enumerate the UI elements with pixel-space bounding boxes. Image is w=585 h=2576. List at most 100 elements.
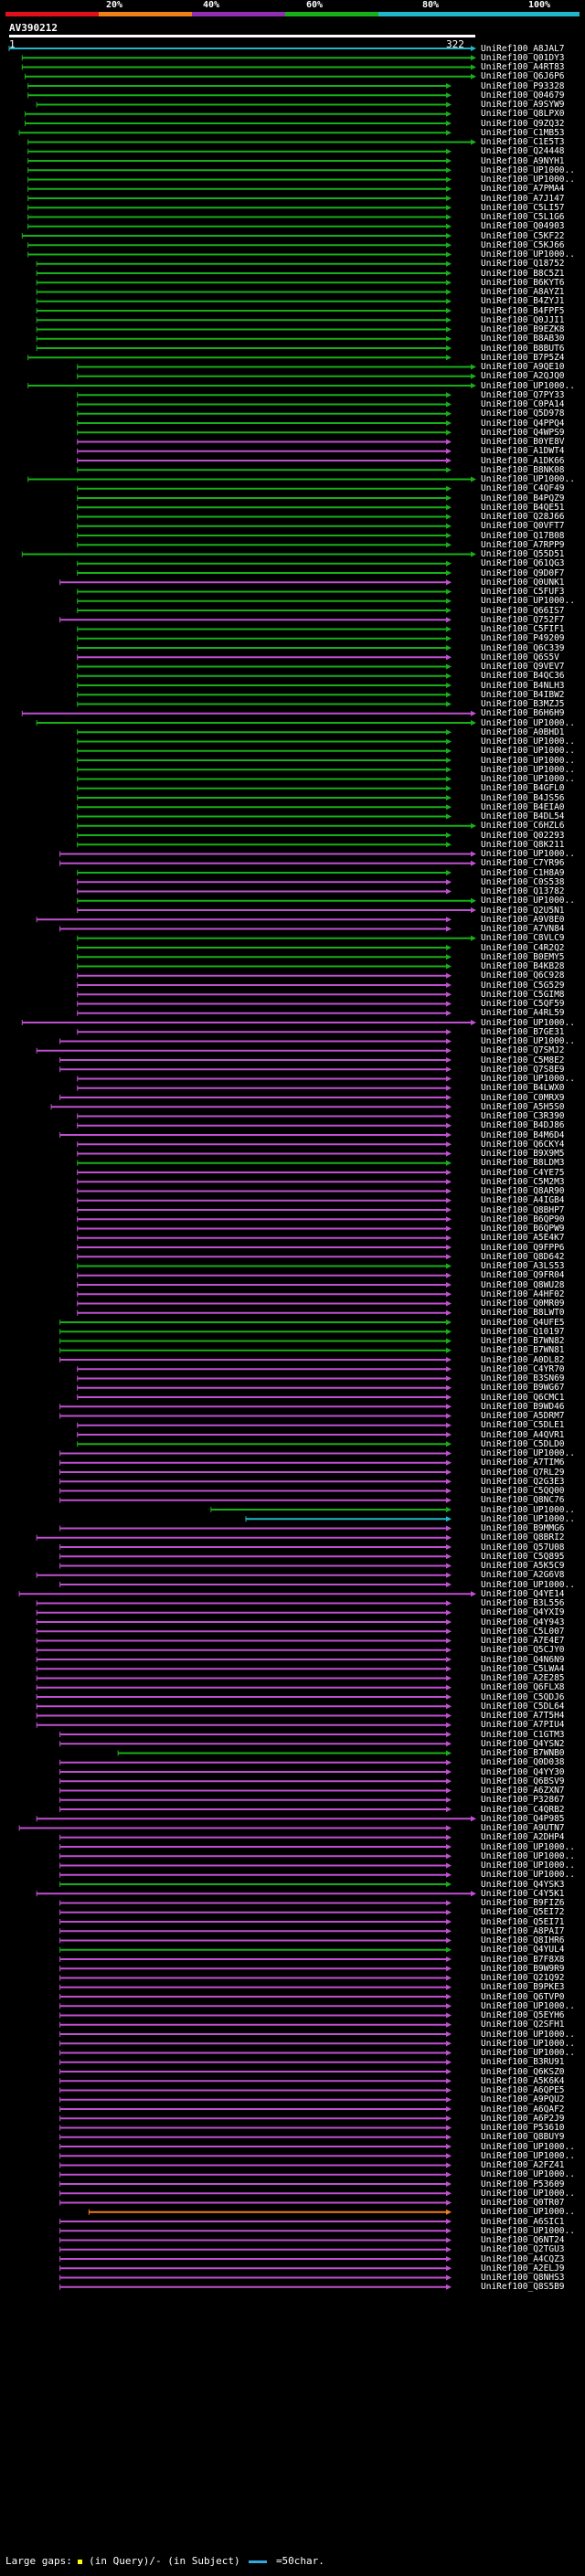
hit-link[interactable]: UniRef100_C1MB53 — [481, 127, 565, 138]
hit-link[interactable]: UniRef100_B4IBW2 — [481, 689, 565, 700]
hit-link[interactable]: UniRef100_Q5EYH6 — [481, 2010, 565, 2020]
hit-link[interactable]: UniRef100_Q6TVP0 — [481, 1991, 565, 2002]
hit-link[interactable]: UniRef100_Q9FR04 — [481, 1270, 565, 1281]
hit-link[interactable]: UniRef100_Q8IHR6 — [481, 1935, 565, 1945]
hit-link[interactable]: UniRef100_UP1000.. — [481, 1850, 575, 1861]
hit-link[interactable]: UniRef100_Q6FLX8 — [481, 1682, 565, 1693]
hit-link[interactable]: UniRef100_A2G6V8 — [481, 1570, 565, 1581]
hit-link[interactable]: UniRef100_B4NLH3 — [481, 680, 565, 691]
hit-link[interactable]: UniRef100_Q2G3E3 — [481, 1476, 565, 1487]
hit-link[interactable]: UniRef100_Q2U5N1 — [481, 905, 565, 916]
hit-link[interactable]: UniRef100_UP1000.. — [481, 764, 575, 775]
hit-link[interactable]: UniRef100_B8BUT6 — [481, 343, 565, 354]
hit-link[interactable]: UniRef100_Q2SFH1 — [481, 2019, 565, 2030]
hit-link[interactable]: UniRef100_Q0TR07 — [481, 2198, 565, 2208]
hit-link[interactable]: UniRef100_UP1000.. — [481, 1579, 575, 1590]
hit-link[interactable]: UniRef100_Q55D51 — [481, 549, 565, 559]
hit-link[interactable]: UniRef100_B8LDM3 — [481, 1158, 565, 1169]
hit-link[interactable]: UniRef100_A1DWT4 — [481, 446, 565, 457]
hit-link[interactable]: UniRef100_C1H8A9 — [481, 867, 565, 878]
hit-link[interactable]: UniRef100_A5H5S0 — [481, 1101, 565, 1112]
hit-link[interactable]: UniRef100_A0BHD1 — [481, 726, 565, 737]
hit-link[interactable]: UniRef100_Q9ZQ32 — [481, 118, 565, 129]
hit-link[interactable]: UniRef100_Q8S5B9 — [481, 2282, 565, 2293]
hit-link[interactable]: UniRef100_C7YR96 — [481, 858, 565, 869]
hit-link[interactable]: UniRef100_Q0UNK1 — [481, 577, 565, 588]
hit-link[interactable]: UniRef100_A4RT83 — [481, 62, 565, 72]
hit-link[interactable]: UniRef100_P93328 — [481, 80, 565, 91]
hit-link[interactable]: UniRef100_Q2TGU3 — [481, 2244, 565, 2255]
hit-link[interactable]: UniRef100_C5QF59 — [481, 999, 565, 1009]
hit-link[interactable]: UniRef100_Q6C928 — [481, 970, 565, 981]
hit-link[interactable]: UniRef100_UP1000.. — [481, 774, 575, 784]
hit-link[interactable]: UniRef100_UP1000.. — [481, 474, 575, 484]
hit-link[interactable]: UniRef100_C5DLD0 — [481, 1438, 565, 1449]
hit-link[interactable]: UniRef100_Q6CKY4 — [481, 1139, 565, 1150]
hit-link[interactable]: UniRef100_B0YE8V — [481, 437, 565, 447]
hit-link[interactable]: UniRef100_UP1000.. — [481, 1017, 575, 1028]
hit-link[interactable]: UniRef100_UP1000.. — [481, 1841, 575, 1852]
hit-link[interactable]: UniRef100_B7P5Z4 — [481, 352, 565, 363]
hit-link[interactable]: UniRef100_B4KB28 — [481, 961, 565, 971]
hit-link[interactable]: UniRef100_Q8K211 — [481, 839, 565, 850]
hit-link[interactable]: UniRef100_P49209 — [481, 633, 565, 644]
hit-link[interactable]: UniRef100_UP1000.. — [481, 1860, 575, 1871]
hit-link[interactable]: UniRef100_C5M8E2 — [481, 1055, 565, 1065]
hit-link[interactable]: UniRef100_A0DL82 — [481, 1354, 565, 1365]
hit-link[interactable]: UniRef100_B8AB30 — [481, 334, 565, 345]
hit-link[interactable]: UniRef100_Q4PPQ4 — [481, 418, 565, 429]
hit-link[interactable]: UniRef100_C4R2Q2 — [481, 942, 565, 953]
hit-link[interactable]: UniRef100_Q10197 — [481, 1326, 565, 1337]
hit-link[interactable]: UniRef100_UP1000.. — [481, 249, 575, 260]
hit-link[interactable]: UniRef100_B4LWX0 — [481, 1083, 565, 1094]
hit-link[interactable]: UniRef100_P53609 — [481, 2178, 565, 2189]
hit-link[interactable]: UniRef100_A7PIU4 — [481, 1720, 565, 1731]
hit-link[interactable]: UniRef100_B3L556 — [481, 1598, 565, 1608]
hit-link[interactable]: UniRef100_C0PA14 — [481, 399, 565, 409]
hit-link[interactable]: UniRef100_Q9FPP6 — [481, 1242, 565, 1253]
hit-link[interactable]: UniRef100_Q6NT24 — [481, 2235, 565, 2245]
hit-link[interactable]: UniRef100_A3LS53 — [481, 1261, 565, 1271]
hit-link[interactable]: UniRef100_C4YE75 — [481, 1167, 565, 1178]
hit-link[interactable]: UniRef100_A9QE10 — [481, 362, 565, 372]
hit-link[interactable]: UniRef100_Q9VEV7 — [481, 662, 565, 672]
hit-link[interactable]: UniRef100_A9UTN7 — [481, 1823, 565, 1833]
hit-link[interactable]: UniRef100_A4RL59 — [481, 1008, 565, 1019]
hit-link[interactable]: UniRef100_P53610 — [481, 2123, 565, 2133]
hit-link[interactable]: UniRef100_B9FIZ6 — [481, 1898, 565, 1908]
hit-link[interactable]: UniRef100_Q24448 — [481, 146, 565, 157]
hit-link[interactable]: UniRef100_C0S538 — [481, 876, 565, 887]
hit-link[interactable]: UniRef100_Q8D642 — [481, 1251, 565, 1262]
hit-link[interactable]: UniRef100_B6QP90 — [481, 1214, 565, 1224]
hit-link[interactable]: UniRef100_A7PMA4 — [481, 184, 565, 195]
hit-link[interactable]: UniRef100_Q6C339 — [481, 642, 565, 653]
hit-link[interactable]: UniRef100_A2DHP4 — [481, 1832, 565, 1843]
hit-link[interactable]: UniRef100_A1DK66 — [481, 455, 565, 466]
hit-link[interactable]: UniRef100_B4QC36 — [481, 671, 565, 682]
hit-link[interactable]: UniRef100_UP1000.. — [481, 175, 575, 185]
hit-link[interactable]: UniRef100_Q7SMJ2 — [481, 1045, 565, 1056]
hit-link[interactable]: UniRef100_A4QVR1 — [481, 1429, 565, 1440]
hit-link[interactable]: UniRef100_B8LWT0 — [481, 1308, 565, 1319]
hit-link[interactable]: UniRef100_UP1000.. — [481, 2188, 575, 2199]
hit-link[interactable]: UniRef100_Q4N6N9 — [481, 1654, 565, 1665]
hit-link[interactable]: UniRef100_C8VLC9 — [481, 933, 565, 944]
hit-link[interactable]: UniRef100_B4ZYJ1 — [481, 296, 565, 307]
hit-link[interactable]: UniRef100_Q4WPS9 — [481, 427, 565, 438]
hit-link[interactable]: UniRef100_Q4YXI9 — [481, 1607, 565, 1618]
hit-link[interactable]: UniRef100_B9EZK8 — [481, 324, 565, 334]
hit-link[interactable]: UniRef100_Q8NC76 — [481, 1495, 565, 1506]
hit-link[interactable]: UniRef100_A7J147 — [481, 193, 565, 204]
hit-link[interactable]: UniRef100_Q752F7 — [481, 614, 565, 625]
hit-link[interactable]: UniRef100_UP1000.. — [481, 2141, 575, 2152]
hit-link[interactable]: UniRef100_Q8BHP7 — [481, 1204, 565, 1215]
hit-link[interactable]: UniRef100_C5KJ66 — [481, 239, 565, 250]
hit-link[interactable]: UniRef100_Q5EI71 — [481, 1916, 565, 1927]
hit-link[interactable]: UniRef100_Q5CJY0 — [481, 1645, 565, 1656]
hit-link[interactable]: UniRef100_A7RPP9 — [481, 539, 565, 550]
hit-link[interactable]: UniRef100_Q7PY33 — [481, 389, 565, 400]
hit-link[interactable]: UniRef100_C5LWA4 — [481, 1663, 565, 1674]
hit-link[interactable]: UniRef100_C5QQ00 — [481, 1486, 565, 1496]
hit-link[interactable]: UniRef100_UP1000.. — [481, 2048, 575, 2058]
hit-link[interactable]: UniRef100_B8C5Z1 — [481, 268, 565, 279]
